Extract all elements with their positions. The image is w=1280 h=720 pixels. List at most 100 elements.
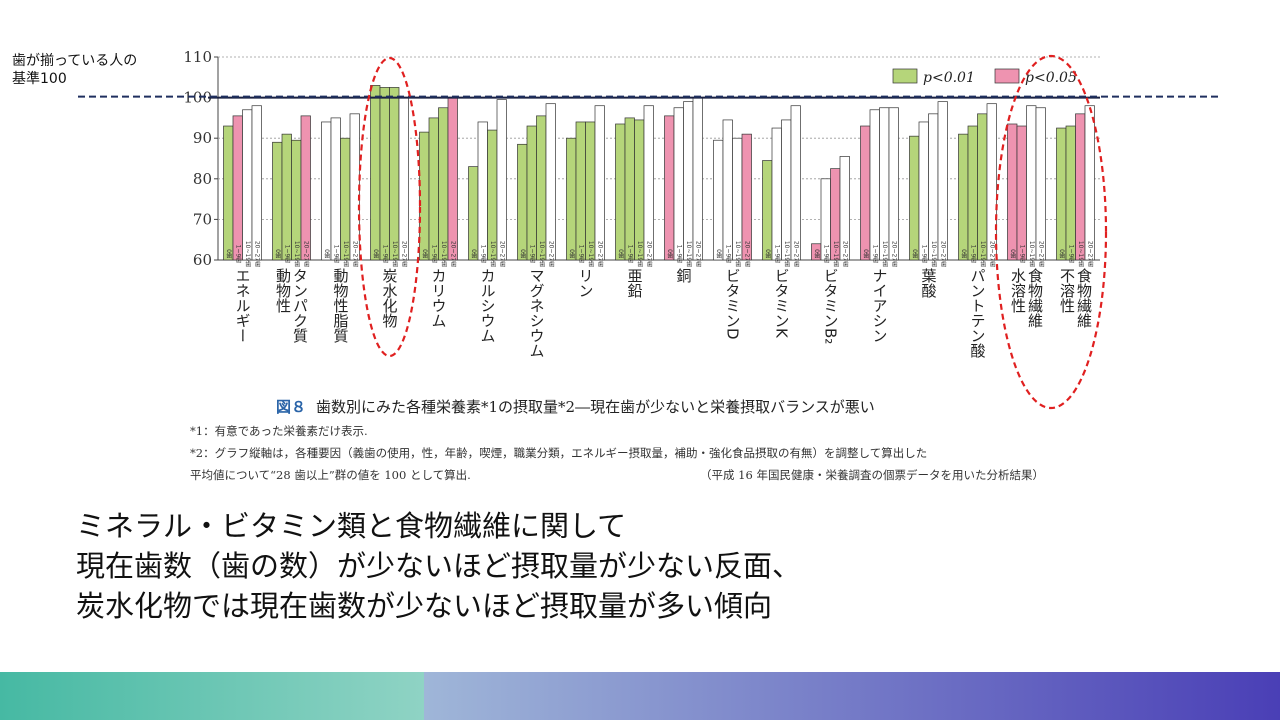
- bar-group-label: 0歯: [1009, 249, 1016, 260]
- footnote-1: *1：有意であった栄養素だけ表示.: [190, 424, 368, 438]
- bar-group-label: 20~27歯: [743, 241, 750, 269]
- bar: [536, 115, 547, 261]
- bar-group-label: 0歯: [1058, 249, 1065, 260]
- bar-group-label: 10~19歯: [1077, 241, 1084, 269]
- bar: [232, 115, 243, 261]
- bar-group-label: 1~9歯: [675, 245, 682, 265]
- bar-group-label: 10~19歯: [685, 241, 692, 269]
- baseline-label: 歯が揃っている人の 基準100: [12, 52, 137, 88]
- bar-group-label: 1~9歯: [969, 245, 976, 265]
- bar: [722, 119, 733, 261]
- bar-group-label: 20~27歯: [302, 241, 309, 269]
- y-tick-label: 70: [193, 210, 212, 228]
- category-label: パントテン酸: [969, 268, 987, 358]
- bar-group-label: 10~19歯: [293, 241, 300, 269]
- category-label: 炭水化物: [381, 268, 399, 329]
- category-label: リン: [577, 268, 595, 298]
- bar-group-label: 1~9歯: [528, 245, 535, 265]
- bar-group-label: 0歯: [470, 249, 477, 260]
- bar: [918, 121, 929, 261]
- bar-group-label: 20~27歯: [547, 241, 554, 269]
- category-label: 食物繊維: [1026, 268, 1044, 328]
- bar-group-label: 20~27歯: [890, 241, 897, 269]
- bar-group-label: 1~9歯: [871, 245, 878, 265]
- bar: [762, 160, 773, 261]
- bar: [389, 87, 400, 261]
- bar-group-label: 20~27歯: [694, 241, 701, 269]
- bar: [379, 87, 390, 261]
- figure-title: 歯数別にみた各種栄養素*1の摂取量*2―現在歯が少ないと栄養摂取バランスが悪い: [316, 398, 875, 416]
- category-label: 食物繊維: [1075, 268, 1093, 328]
- footnote-2-line1: *2：グラフ縦軸は，各種要因（義歯の使用，性，年齢，喫煙，職業分類，エネルギー摂…: [190, 446, 928, 460]
- bar-group-label: 1~9歯: [381, 245, 388, 265]
- footer-band-right: [424, 672, 1280, 720]
- bar-group-label: 1~9歯: [773, 245, 780, 265]
- bar: [664, 115, 675, 261]
- bar: [585, 121, 596, 261]
- bar: [1065, 125, 1076, 261]
- bar: [242, 109, 253, 261]
- bar: [839, 156, 850, 261]
- bar-group-label: 10~19歯: [342, 241, 349, 269]
- bar-group-label: 0歯: [862, 249, 869, 260]
- bar-group-label: 20~27歯: [645, 241, 652, 269]
- bar: [575, 121, 586, 261]
- bar-group-label: 0歯: [960, 249, 967, 260]
- bar-group-label: 10~19歯: [832, 241, 839, 269]
- bar: [643, 105, 654, 261]
- bar: [1056, 127, 1067, 261]
- bar-group-label: 0歯: [568, 249, 575, 260]
- bar-group-label: 20~27歯: [253, 241, 260, 269]
- bar: [771, 127, 782, 261]
- bar-group-label: 1~9歯: [479, 245, 486, 265]
- legend-label: p<0.05: [1025, 70, 1077, 86]
- bar-group-label: 0歯: [911, 249, 918, 260]
- bar-group-label: 0歯: [225, 249, 232, 260]
- bar-group-label: 1~9歯: [626, 245, 633, 265]
- bar: [428, 117, 439, 261]
- bar: [496, 99, 507, 261]
- summary-text: ミネラル・ビタミン類と食物繊維に関して 現在歯数（歯の数）が少ないほど摂取量が少…: [76, 506, 801, 626]
- legend-swatch: [892, 68, 918, 84]
- bar: [398, 97, 409, 261]
- bar: [300, 115, 311, 261]
- y-tick-label: 90: [193, 129, 212, 147]
- bar-group-label: 10~19歯: [930, 241, 937, 269]
- category-label: 亜鉛: [626, 268, 644, 298]
- summary-line-2: 現在歯数（歯の数）が少ないほど摂取量が少ない反面、: [76, 549, 802, 583]
- bar: [526, 125, 537, 261]
- bar: [683, 101, 694, 261]
- y-tick-label: 80: [193, 170, 212, 188]
- bar-group-label: 20~27歯: [1086, 241, 1093, 269]
- category-label: マグネシウム: [528, 268, 546, 358]
- bar: [888, 107, 899, 261]
- bar-group-label: 0歯: [764, 249, 771, 260]
- bar-group-label: 10~19歯: [489, 241, 496, 269]
- bar-group-label: 20~27歯: [596, 241, 603, 269]
- category-label: ビタミンB₂: [822, 268, 840, 344]
- category-label: 動物性脂質: [332, 268, 350, 343]
- bar: [330, 117, 341, 261]
- bar-group-label: 1~9歯: [822, 245, 829, 265]
- bar-group-label: 1~9歯: [332, 245, 339, 265]
- bar: [713, 139, 724, 261]
- bar: [615, 123, 626, 261]
- bar-group-label: 10~19歯: [734, 241, 741, 269]
- bar-group-label: 10~19歯: [538, 241, 545, 269]
- bar: [1016, 125, 1027, 261]
- bar-group-label: 1~9歯: [1018, 245, 1025, 265]
- bar: [272, 141, 283, 261]
- bar: [1084, 105, 1095, 261]
- bar: [566, 137, 577, 261]
- category-label: ビタミンD: [724, 268, 742, 340]
- figure-caption: 図８ 歯数別にみた各種栄養素*1の摂取量*2―現在歯が少ないと栄養摂取バランスが悪…: [276, 396, 875, 417]
- bar: [879, 107, 890, 261]
- bar-group-label: 10~19歯: [636, 241, 643, 269]
- footer-band-left: [0, 672, 424, 720]
- bar: [790, 105, 801, 261]
- legend-swatch: [994, 68, 1020, 84]
- bar-group-label: 0歯: [813, 249, 820, 260]
- legend-label: p<0.01: [923, 70, 975, 86]
- bar-group-label: 1~9歯: [283, 245, 290, 265]
